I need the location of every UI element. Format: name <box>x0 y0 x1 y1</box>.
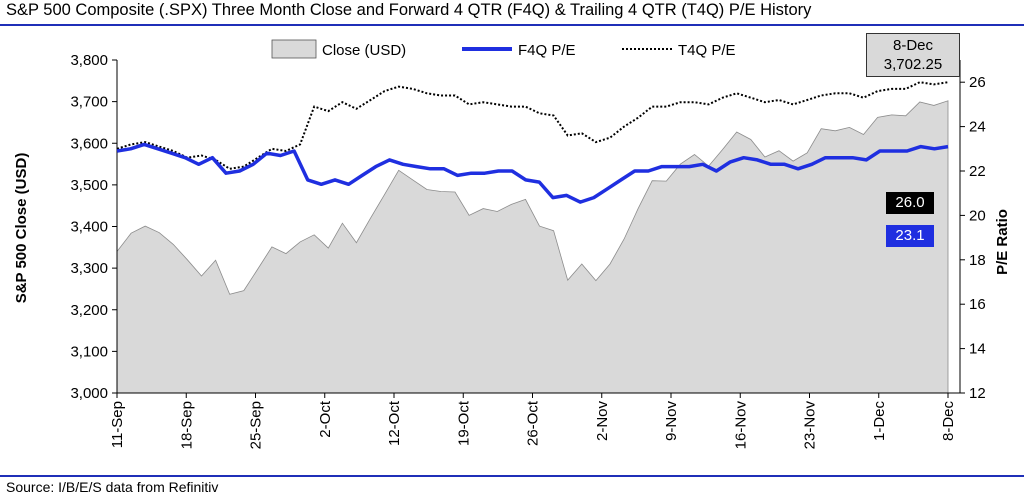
chart-title: S&P 500 Composite (.SPX) Three Month Clo… <box>6 1 812 19</box>
source-note: Source: I/B/E/S data from Refinitiv <box>6 479 219 495</box>
x-tick-label: 26-Oct <box>525 400 542 446</box>
legend-label-close: Close (USD) <box>322 42 406 59</box>
x-tick-label: 12-Oct <box>386 400 403 446</box>
y2-tick-label: 12 <box>969 385 986 402</box>
y-tick-label: 3,700 <box>70 94 108 111</box>
y-tick-label: 3,600 <box>70 135 108 152</box>
callout-date: 8-Dec <box>892 37 933 54</box>
y-tick-label: 3,000 <box>70 385 108 402</box>
y-axis-title: S&P 500 Close (USD) <box>13 153 30 304</box>
f4q-value-badge: 23.1 <box>886 225 934 247</box>
y-tick-label: 3,500 <box>70 177 108 194</box>
x-tick-label: 9-Nov <box>663 401 680 442</box>
y2-tick-label: 20 <box>969 207 986 224</box>
y2-tick-label: 16 <box>969 296 986 313</box>
top-rule <box>0 24 1024 26</box>
y2-tick-label: 14 <box>969 341 986 358</box>
y-tick-label: 3,100 <box>70 343 108 360</box>
legend-label-t4q: T4Q P/E <box>678 42 736 59</box>
x-tick-label: 8-Dec <box>940 401 957 442</box>
y-tick-label: 3,300 <box>70 260 108 277</box>
latest-close-callout: 8-Dec 3,702.25 <box>866 33 960 77</box>
y2-tick-label: 24 <box>969 119 986 136</box>
x-tick-label: 23-Nov <box>802 401 819 450</box>
y-tick-label: 3,400 <box>70 219 108 236</box>
x-tick-label: 2-Oct <box>317 400 334 438</box>
x-tick-label: 16-Nov <box>732 401 749 450</box>
callout-value: 3,702.25 <box>883 56 943 73</box>
y2-tick-label: 18 <box>969 252 986 269</box>
y2-tick-label: 22 <box>969 163 986 180</box>
x-tick-label: 1-Dec <box>871 401 888 442</box>
bottom-rule <box>0 475 1024 477</box>
legend-label-f4q: F4Q P/E <box>518 42 576 59</box>
y2-axis-title: P/E Ratio <box>994 209 1011 275</box>
x-tick-label: 19-Oct <box>455 400 472 446</box>
x-tick-label: 2-Nov <box>594 401 611 442</box>
series-close-area <box>116 100 949 394</box>
y-tick-label: 3,800 <box>70 52 108 69</box>
x-tick-label: 18-Sep <box>178 401 195 449</box>
y2-tick-label: 26 <box>969 74 986 91</box>
legend-swatch-close <box>271 39 317 59</box>
x-tick-label: 11-Sep <box>109 401 126 448</box>
y-tick-label: 3,200 <box>70 302 108 319</box>
x-tick-label: 25-Sep <box>248 401 265 449</box>
t4q-value-badge: 26.0 <box>886 192 934 214</box>
series-f4q-line <box>116 142 949 204</box>
